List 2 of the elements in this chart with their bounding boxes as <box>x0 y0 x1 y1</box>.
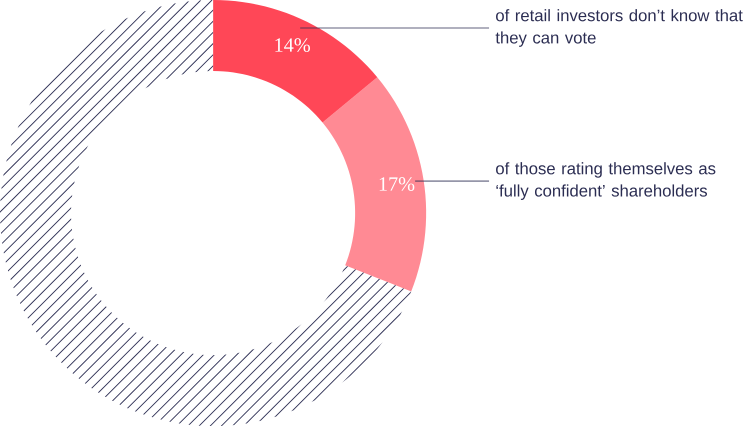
slice-label: of retail investors don’t know that they can vote <box>496 9 743 47</box>
slice-label: of those rating themselves as ‘fully confident’ shareholders <box>496 162 716 200</box>
